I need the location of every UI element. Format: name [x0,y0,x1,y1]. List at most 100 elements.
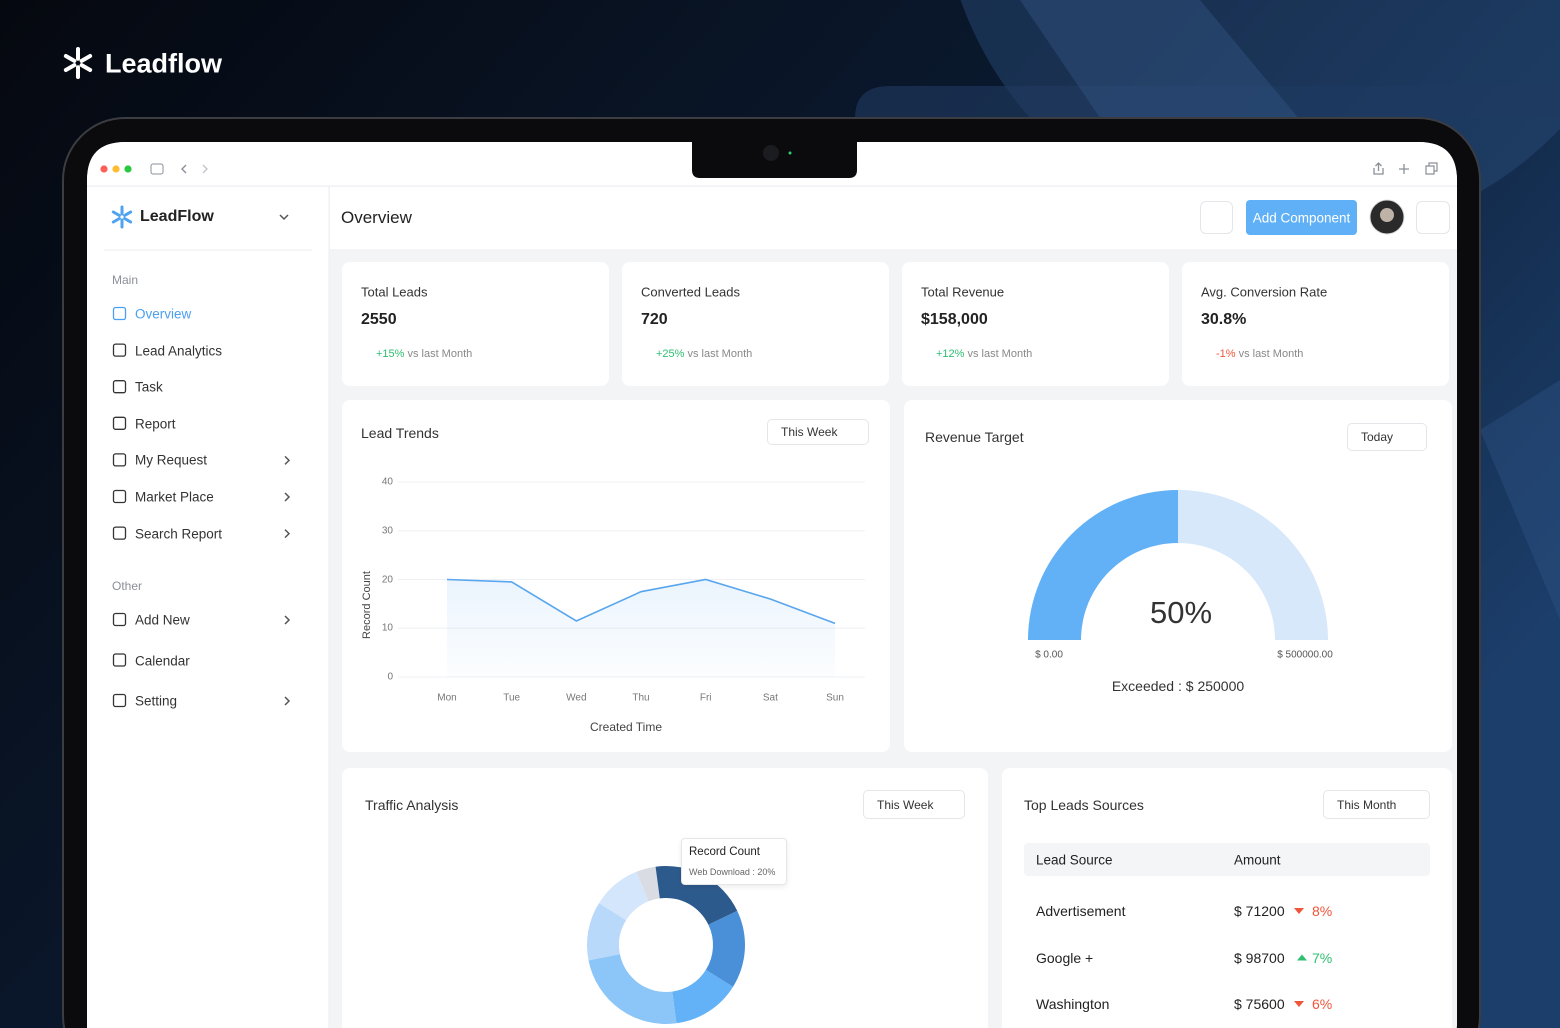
lead-trends-card [342,400,890,752]
gauge-note: Exceeded : $ 250000 [1111,678,1245,694]
decor [1480,380,1560,620]
menu-item[interactable]: Search Report [135,526,223,542]
lead-source: Google + [1036,949,1094,966]
gauge-max: $ 500000.00 [1277,649,1333,661]
new-tab[interactable] [1399,164,1409,174]
decor [855,86,1560,118]
window-minimize[interactable] [112,165,120,173]
change: 6% [1312,996,1333,1012]
dropdown-label[interactable]: This Week [877,797,934,812]
lead-source: Advertisement [1036,903,1126,919]
kpi-title: Total Leads [361,284,428,300]
table-header [1024,843,1430,876]
kpi-value: $158,000 [921,311,988,328]
x-tick-label: Sun [826,692,844,704]
dropdown-label[interactable]: This Week [781,425,838,439]
card-title: Traffic Analysis [365,797,459,813]
y-tick-label: 30 [381,525,393,537]
dropdown[interactable] [767,419,869,445]
window-close[interactable] [100,165,108,173]
kpi-value: 30.8% [1201,311,1247,328]
menu-item[interactable]: Task [135,379,163,395]
change: 8% [1312,903,1333,919]
change-note: vs last Month [1238,348,1304,360]
menu-item[interactable]: Report [135,416,176,432]
dropdown[interactable] [863,790,965,819]
share[interactable] [1373,162,1384,175]
brand-name: Leadflow [105,48,223,79]
gauge-min: $ 0.00 [1035,649,1063,661]
change: 7% [1312,949,1333,966]
kpi-value: 2550 [361,311,397,328]
refresh-button[interactable] [1200,201,1233,234]
kpi-title: Avg. Conversion Rate [1201,284,1328,300]
card-title: Lead Trends [361,425,439,441]
amount: $ 71200 [1234,903,1285,919]
x-tick-label: Sat [762,692,778,704]
x-tick-label: Wed [566,692,587,704]
dropdown[interactable] [1347,423,1427,451]
change-value: +25% [656,348,685,360]
change-note: vs last Month [407,348,473,360]
menu-item[interactable]: Calendar [135,653,190,668]
kpi-value: 720 [641,311,668,328]
kpi-change: +25% vs last Month [656,348,752,360]
decor [1020,0,1300,120]
change-note: vs last Month [687,348,753,360]
change-value: -1% [1216,348,1236,360]
x-tick-label: Thu [632,692,650,704]
y-tick-label: 40 [381,476,393,488]
kpi-card [1182,262,1449,386]
menu-item[interactable]: Lead Analytics [135,343,223,359]
tabs[interactable] [1425,162,1438,175]
forward[interactable] [202,164,208,174]
tooltip-text: Web Download : 20% [689,867,776,877]
kpi-card [342,262,609,386]
section-title: Main [112,273,139,287]
x-tick-label: Fri [699,692,712,704]
y-tick-label: 0 [387,671,393,683]
window-zoom[interactable] [124,165,132,173]
camera-light [788,151,792,155]
kpi-title: Converted Leads [641,284,741,300]
kpi-title: Total Revenue [921,284,1005,300]
kpi-change: +15% vs last Month [376,348,472,360]
y-tick-label: 20 [381,574,393,585]
x-axis-label: Created Time [589,720,663,734]
kpi-card [902,262,1169,386]
menu-item[interactable]: Overview [135,306,192,322]
tooltip [681,838,787,885]
y-axis-label: Record Count [361,571,373,639]
revenue-target-card [904,400,1452,752]
dropdown-label[interactable]: Today [1361,430,1394,444]
x-tick-label: Tue [503,692,521,704]
menu-item[interactable]: Add New [135,612,190,628]
menu-item[interactable]: Setting [135,693,178,709]
back[interactable] [181,164,187,174]
change-note: vs last Month [967,348,1033,360]
add-component-button[interactable] [1246,200,1357,235]
sidebar [87,187,329,1028]
dropdown[interactable] [1323,790,1430,819]
more-button[interactable] [1416,201,1450,234]
amount: $ 75600 [1234,996,1285,1012]
column-header: Lead Source [1036,852,1113,868]
y-tick-label: 10 [381,622,393,634]
gauge-label: 50% [1149,595,1213,630]
lead-source: Washington [1036,996,1110,1012]
kpi-card [622,262,889,386]
amount: $ 98700 [1234,949,1285,966]
x-tick-label: Mon [437,692,457,704]
menu-item[interactable]: Market Place [135,489,214,505]
change-value: +12% [936,348,965,360]
dropdown-label[interactable]: This Month [1337,797,1397,812]
menu-item[interactable]: My Request [135,452,208,468]
card-title: Top Leads Sources [1024,797,1144,813]
page-title: Overview [341,208,412,227]
button-label[interactable]: Add Component [1252,210,1351,226]
kpi-change: +12% vs last Month [936,348,1032,360]
sidebar-toggle[interactable] [150,163,164,175]
